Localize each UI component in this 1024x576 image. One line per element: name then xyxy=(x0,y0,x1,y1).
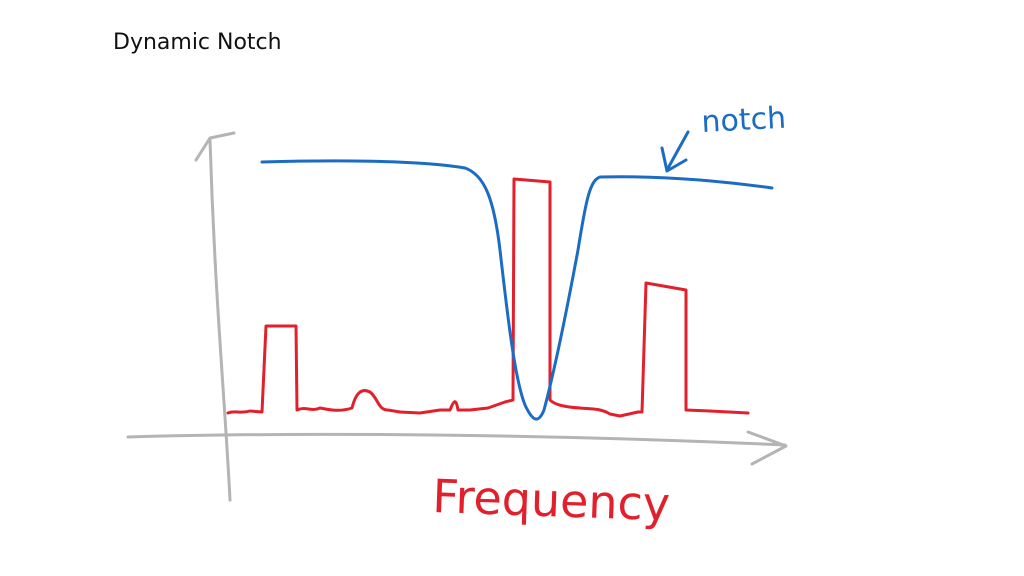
notch-filter-curve xyxy=(260,159,774,421)
x-axis-arrow xyxy=(746,430,788,466)
spectrum-trace xyxy=(226,177,750,418)
notch-arrow xyxy=(660,130,690,173)
axes xyxy=(126,131,788,502)
notch-label: notch xyxy=(701,101,787,140)
x-axis xyxy=(126,432,787,447)
diagram-title: Dynamic Notch xyxy=(113,30,282,55)
x-axis-label: Frequency xyxy=(432,469,671,531)
y-axis xyxy=(208,138,232,502)
y-axis-arrow xyxy=(194,131,236,162)
